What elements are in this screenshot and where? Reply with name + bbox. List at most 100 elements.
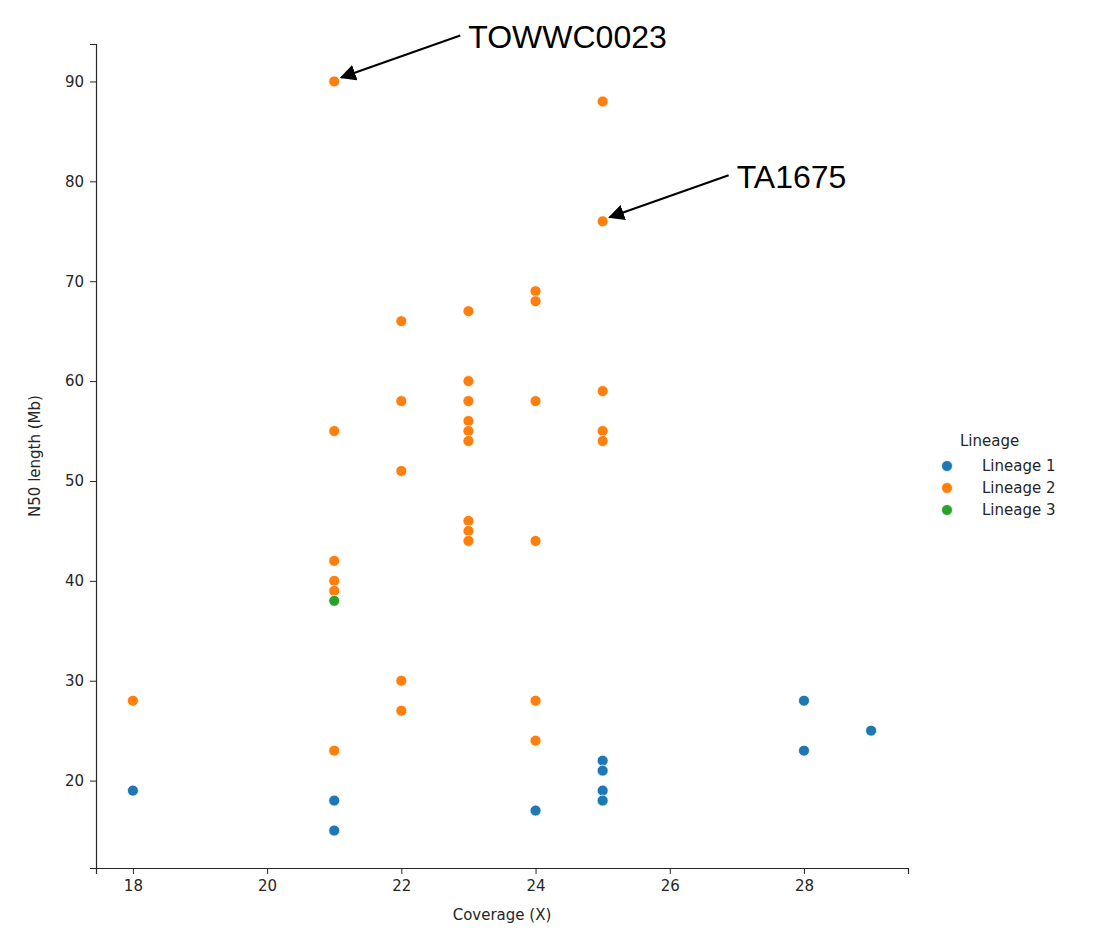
legend-swatch [942,461,953,472]
point [329,795,340,806]
point [597,785,608,796]
point [396,465,407,476]
annotation-label: TA1675 [737,159,847,195]
point [463,396,474,407]
point [530,805,541,816]
x-tick-mark [133,868,134,874]
x-tick-mark [536,868,537,874]
y-tick-label: 80 [65,173,84,191]
y-tick: 70 [65,273,96,291]
y-tick-label: 70 [65,273,84,291]
series [329,595,340,606]
point [329,585,340,596]
point [866,725,877,736]
x-tick-mark [401,868,402,874]
point [329,555,340,566]
y-tick-mark [90,781,96,782]
point [597,436,608,447]
point [530,296,541,307]
x-tick: 20 [258,868,277,895]
point [597,386,608,397]
point [329,426,340,437]
legend: Lineage Lineage 1 Lineage 2 Lineage 3 [942,432,1056,519]
y-tick-mark [90,181,96,182]
point [530,695,541,706]
x-axis-title: Coverage (X) [453,906,552,924]
point [463,376,474,387]
y-tick-mark [90,281,96,282]
y-tick: 40 [65,572,96,590]
x-tick-label: 20 [258,877,277,895]
points [127,76,876,836]
y-tick-label: 90 [65,73,84,91]
annotation-arrow [610,175,729,217]
point [463,436,474,447]
x-tick-label: 18 [124,877,143,895]
y-tick-label: 40 [65,572,84,590]
point [396,316,407,327]
point [329,595,340,606]
series [127,76,608,756]
legend-swatch [942,483,953,494]
point [396,396,407,407]
point [127,785,138,796]
x-tick: 18 [124,868,143,895]
x-tick: 28 [795,868,814,895]
y-axis: 2030405060708090 [65,45,97,869]
x-tick-mark [804,868,805,874]
point [463,426,474,437]
y-tick-mark [90,581,96,582]
point [396,675,407,686]
point [463,306,474,317]
legend-label: Lineage 2 [982,479,1056,497]
series [127,695,876,836]
point [329,76,340,87]
y-axis-title: N50 length (Mb) [26,395,44,517]
y-tick-mark [90,481,96,482]
y-tick-label: 50 [65,472,84,490]
x-tick-label: 22 [392,877,411,895]
y-tick-mark [90,681,96,682]
y-tick-label: 60 [65,372,84,390]
legend-label: Lineage 3 [982,501,1056,519]
annotations: TOWWC0023TA1675 [341,19,846,217]
chart: 18 20 22 24 26 2820 30 40 50 60 70 80 90 Coverage (X)… [0,0,1102,943]
point [329,745,340,756]
y-tick-mark [90,81,96,82]
point [463,416,474,427]
y-tick: 90 [65,73,96,91]
point [127,695,138,706]
x-tick-label: 28 [795,877,814,895]
point [329,825,340,836]
annotation-arrow [341,35,460,77]
point [597,795,608,806]
point [463,535,474,546]
point [530,286,541,297]
y-axis-line [90,45,97,869]
point [396,705,407,716]
x-tick-mark [670,868,671,874]
point [530,735,541,746]
x-axis-line [97,869,909,875]
legend-title: Lineage [960,432,1019,450]
point [597,96,608,107]
point [329,575,340,586]
y-tick-mark [90,381,96,382]
point [597,765,608,776]
x-axis: 18 20 22 24 26 28 [97,868,909,895]
point [597,216,608,227]
x-tick-label: 26 [661,877,680,895]
x-tick-mark [267,868,268,874]
legend-label: Lineage 1 [982,457,1056,475]
point [798,745,809,756]
y-tick-label: 30 [65,672,84,690]
y-tick: 60 [65,372,96,390]
point [463,515,474,526]
point [530,396,541,407]
point [463,525,474,536]
x-tick: 24 [527,868,546,895]
x-tick: 26 [661,868,680,895]
x-tick: 22 [392,868,411,895]
x-tick-label: 24 [527,877,546,895]
y-tick: 50 [65,472,96,490]
